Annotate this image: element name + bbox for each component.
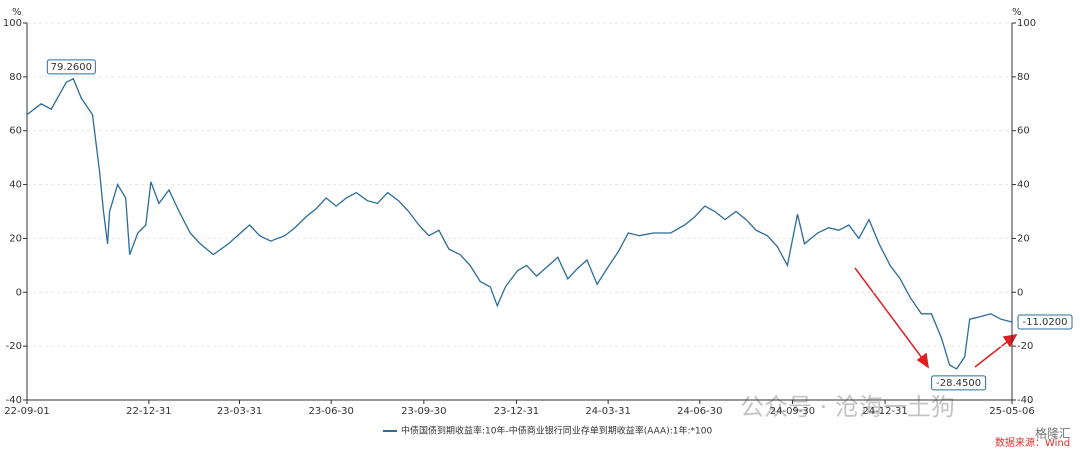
x-tick-label: 24-03-31: [585, 406, 630, 417]
x-tick-label: 23-06-30: [308, 406, 353, 417]
y2-tick-label: 60: [1017, 126, 1030, 137]
y2-tick-label: -40: [1017, 395, 1033, 406]
y-tick-label: 40: [9, 180, 22, 191]
x-tick-label: 24-06-30: [677, 406, 722, 417]
x-tick-label: 23-12-31: [494, 406, 539, 417]
arrows: [854, 267, 1018, 369]
y-tick-label: 60: [9, 126, 22, 137]
annotation-box: [46, 59, 96, 75]
x-tick-label: 24-09-30: [770, 406, 815, 417]
y-tick-label: -40: [6, 395, 22, 406]
x-tick-label: 22-09-01: [4, 406, 49, 417]
annotation-box: [931, 375, 987, 391]
source: 数据来源：Wind: [995, 436, 1070, 449]
y-tick-label: 20: [9, 233, 22, 244]
annotation: -11.0200: [1017, 314, 1073, 330]
annotation-label: -11.0200: [1023, 317, 1068, 328]
y-tick-label: -20: [6, 341, 22, 352]
y-tick-label: 100: [3, 18, 22, 29]
x-tick-label: 24-12-31: [862, 406, 907, 417]
watermark: 公众号 · 沧海一土狗: [740, 393, 955, 421]
annotation-box: [1017, 314, 1073, 330]
annotation-label: 79.2600: [51, 62, 92, 73]
y2-tick-label: -20: [1017, 341, 1033, 352]
data-line: [26, 77, 1013, 370]
x-tick-label: 23-09-30: [401, 406, 446, 417]
annotation-label: -28.4500: [936, 378, 981, 389]
y2-tick-label: 40: [1017, 180, 1030, 191]
y2-tick-label: 0: [1017, 287, 1023, 298]
x-tick-label: 23-03-31: [217, 406, 262, 417]
y2-tick-label: 100: [1017, 18, 1036, 29]
y-unit: %: [12, 7, 22, 18]
y-tick-label: 80: [9, 72, 22, 83]
y-tick-label: 0: [16, 287, 22, 298]
y2-unit: %: [1012, 7, 1022, 18]
legend-label: 中债国债到期收益率:10年-中债商业银行同业存单到期收益率(AAA):1年:*1…: [401, 425, 712, 437]
annotation: 79.2600: [46, 59, 96, 75]
x-tick-label: 25-05-06: [989, 406, 1034, 417]
y2-tick-label: 20: [1017, 233, 1030, 244]
logo: 格隆汇: [1035, 426, 1071, 441]
annotation: -28.4500: [931, 375, 987, 391]
x-tick-label: 22-12-31: [126, 406, 171, 417]
y2-tick-label: 80: [1017, 72, 1030, 83]
